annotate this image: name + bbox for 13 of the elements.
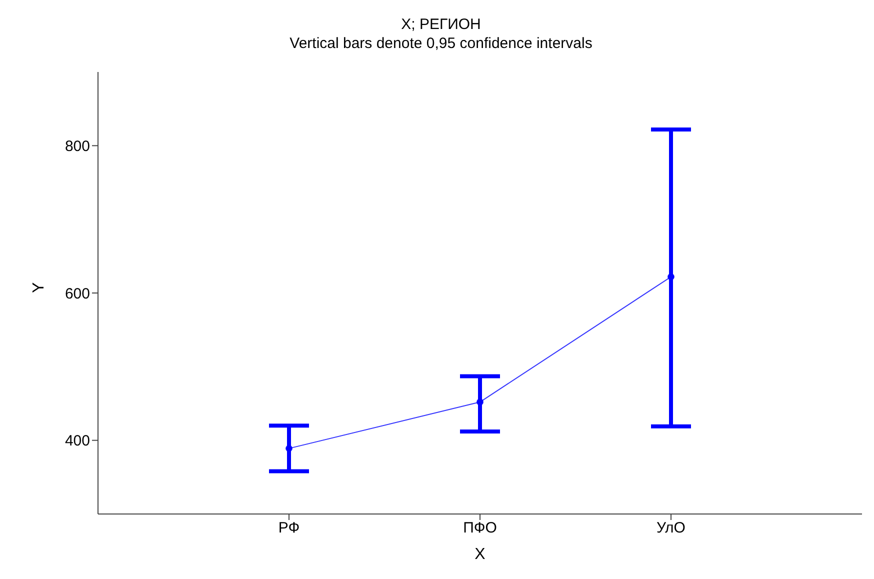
y-tick-label: 800 [64, 138, 90, 155]
y-tick-label: 400 [64, 432, 90, 450]
x-tick-label: ПФО [463, 520, 497, 537]
chart-title: X; РЕГИОН [400, 16, 482, 33]
x-tick-label: УлО [656, 520, 686, 537]
point [476, 398, 484, 406]
point [668, 273, 674, 280]
point [286, 444, 292, 452]
y-axis-title: Y [30, 282, 48, 293]
y-tick-label: 600 [64, 285, 90, 302]
x-axis-title: X [474, 546, 486, 563]
chart-subtitle: Vertical bars denote 0,95 confidence intervals [288, 35, 594, 52]
x-tick-label: РФ [278, 520, 300, 537]
